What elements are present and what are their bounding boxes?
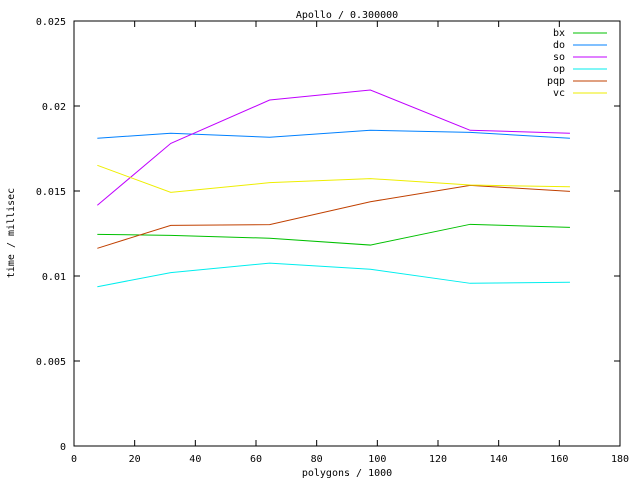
legend-label-so: so: [553, 52, 565, 63]
series-line-do: [97, 129, 570, 139]
series-line-op: [97, 262, 570, 288]
y-tick-label: 0.02: [42, 102, 66, 113]
x-tick-label: 80: [311, 454, 323, 465]
y-axis-label: time / millisec: [6, 188, 17, 278]
legend-label-pqp: pqp: [547, 76, 565, 87]
series-line-bx: [97, 223, 570, 246]
y-tick-label: 0: [60, 442, 66, 453]
x-tick-label: 60: [250, 454, 262, 465]
x-tick-label: 160: [550, 454, 568, 465]
x-tick-label: 0: [71, 454, 77, 465]
plot-border: [73, 20, 621, 447]
y-tick-label: 0.005: [36, 357, 66, 368]
x-tick-label: 180: [611, 454, 629, 465]
x-axis-label: polygons / 1000: [302, 468, 392, 479]
chart-title: Apollo / 0.300000: [296, 10, 398, 21]
series-line-vc: [97, 164, 570, 193]
legend-label-vc: vc: [553, 88, 565, 99]
y-tick-label: 0.015: [36, 187, 66, 198]
legend-label-bx: bx: [553, 28, 565, 39]
series-line-pqp: [97, 184, 570, 249]
x-tick-label: 20: [129, 454, 141, 465]
x-tick-label: 100: [368, 454, 386, 465]
x-tick-label: 40: [189, 454, 201, 465]
x-tick-label: 140: [490, 454, 508, 465]
y-tick-label: 0.025: [36, 17, 66, 28]
legend-label-do: do: [553, 40, 565, 51]
legend-label-op: op: [553, 64, 565, 75]
x-tick-label: 120: [429, 454, 447, 465]
series-line-so: [97, 89, 570, 206]
y-tick-label: 0.01: [42, 272, 66, 283]
